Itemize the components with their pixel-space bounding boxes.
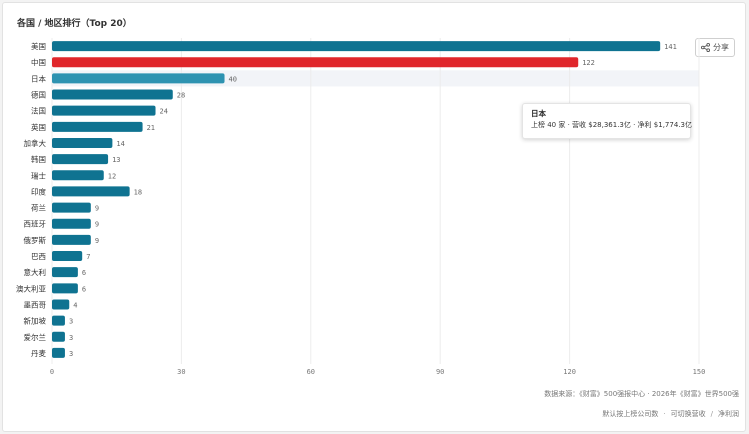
category-label: 瑞士 (31, 170, 46, 180)
value-label: 12 (108, 172, 116, 180)
value-label: 6 (82, 285, 86, 293)
bar (52, 137, 113, 148)
category-label: 印度 (31, 186, 46, 196)
x-tick-label: 150 (693, 368, 706, 376)
value-label: 21 (147, 124, 155, 132)
value-label: 141 (664, 43, 677, 51)
value-label: 14 (116, 140, 124, 148)
value-label: 122 (582, 59, 595, 67)
category-label: 丹麦 (31, 348, 46, 358)
value-label: 9 (95, 205, 99, 213)
value-label: 4 (73, 301, 77, 309)
x-tick-label: 0 (50, 368, 54, 376)
bar (52, 57, 579, 68)
category-label: 澳大利亚 (16, 283, 46, 293)
category-label: 德国 (31, 90, 46, 100)
value-label: 28 (177, 92, 185, 100)
value-label: 9 (95, 221, 99, 229)
category-label: 法国 (31, 106, 46, 116)
value-label: 13 (112, 156, 120, 164)
bar (52, 251, 83, 262)
category-label: 俄罗斯 (24, 235, 47, 245)
category-label: 美国 (31, 41, 46, 51)
value-label: 18 (134, 188, 142, 196)
metric-option-revenue[interactable]: 可切换营收 (670, 410, 706, 418)
value-label: 6 (82, 269, 86, 277)
bar (52, 331, 65, 342)
category-label: 英国 (31, 122, 46, 132)
category-label: 日本 (31, 73, 46, 83)
bar (52, 267, 78, 278)
value-label: 7 (86, 253, 90, 261)
value-label: 3 (69, 334, 73, 342)
bar (52, 154, 109, 165)
bar (52, 315, 65, 326)
bar (52, 89, 173, 100)
x-tick-label: 60 (307, 368, 315, 376)
x-tick-label: 120 (563, 368, 576, 376)
value-label: 40 (229, 75, 237, 83)
category-label: 爱尔兰 (24, 332, 47, 342)
value-label: 9 (95, 237, 99, 245)
bar (52, 202, 91, 213)
category-label: 荷兰 (31, 203, 46, 213)
category-label: 意大利 (24, 267, 47, 277)
separator: · (663, 410, 666, 418)
share-label: 分享 (713, 43, 729, 52)
category-label: 墨西哥 (24, 300, 47, 309)
bar (52, 73, 225, 84)
share-icon (701, 43, 710, 52)
bar (52, 170, 104, 181)
bar (52, 234, 91, 245)
tooltip-body: 上榜 40 家 · 营收 $28,361.3亿 · 净利 $1,774.3亿 (531, 121, 692, 129)
category-label: 加拿大 (24, 138, 47, 148)
category-label: 西班牙 (24, 219, 47, 229)
x-tick-label: 90 (436, 368, 444, 376)
tooltip-title: 日本 (531, 109, 546, 118)
category-label: 巴西 (31, 252, 46, 261)
bar (52, 186, 130, 197)
metric-toggle: 默认按上榜公司数 · 可切换营收 / 净利润 (602, 409, 739, 419)
bar (52, 121, 143, 132)
category-label: 中国 (31, 57, 46, 67)
bar (52, 283, 78, 294)
metric-option-profit[interactable]: 净利润 (718, 410, 739, 418)
bar (52, 41, 661, 52)
value-label: 3 (69, 350, 73, 358)
chart-title: 各国 / 地区排行（Top 20） (17, 19, 132, 29)
category-label: 新加坡 (24, 316, 47, 326)
source-note: 数据来源：《财富》500强报中心 · 2026年《财富》世界500强 (544, 390, 739, 398)
share-button[interactable]: 分享 (695, 38, 735, 57)
bar (52, 347, 65, 358)
metric-option-count[interactable]: 默认按上榜公司数 (602, 410, 659, 418)
separator: / (710, 410, 713, 418)
hover-tooltip: 日本 上榜 40 家 · 营收 $28,361.3亿 · 净利 $1,774.3… (522, 103, 692, 139)
x-tick-label: 30 (177, 368, 185, 376)
value-label: 3 (69, 318, 73, 326)
bar (52, 105, 156, 116)
bar (52, 218, 91, 229)
bar (52, 299, 70, 310)
category-label: 韩国 (31, 154, 46, 164)
value-label: 24 (160, 108, 168, 116)
